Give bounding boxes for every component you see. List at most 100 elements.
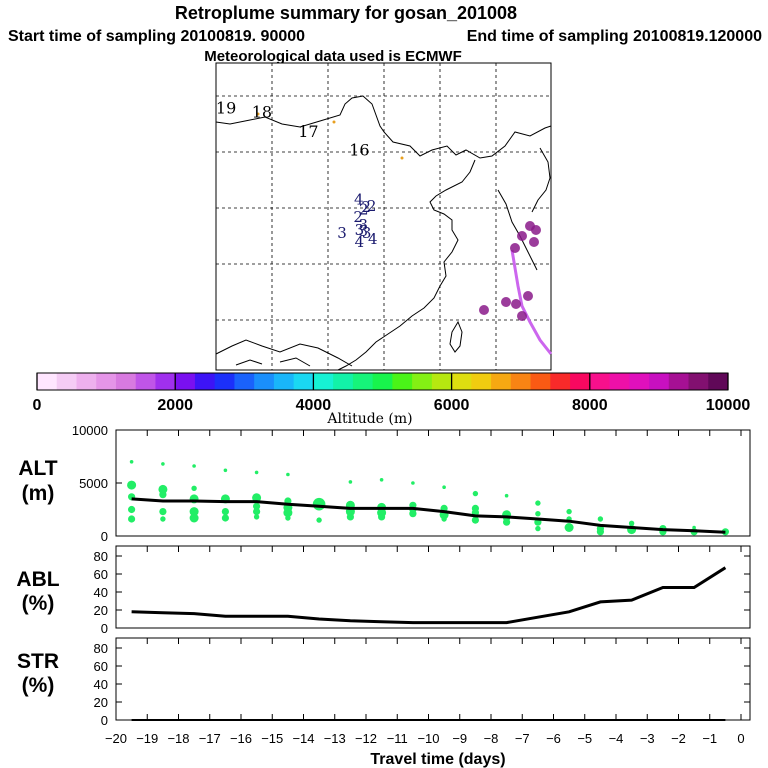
colorbar-tick-label: 8000 <box>572 397 608 414</box>
pct-tick-label: 20 <box>94 695 108 710</box>
x-axis-title: Travel time (days) <box>370 751 505 768</box>
alt-point <box>346 513 354 521</box>
alt-point <box>441 516 447 522</box>
pct-tick-label: 0 <box>101 713 108 728</box>
x-tick-label: −16 <box>230 731 252 746</box>
colorbar-segment <box>56 373 77 390</box>
trajectory-marker <box>517 231 527 241</box>
day-label: 2 <box>361 198 371 216</box>
colorbar-segment <box>471 373 492 390</box>
colorbar-tick-label: 10000 <box>706 397 751 414</box>
colorbar-segment <box>155 373 176 390</box>
colorbar-segment <box>649 373 670 390</box>
alt-point <box>253 502 261 510</box>
str-ylabel: STR <box>17 650 59 673</box>
colorbar-segment <box>214 373 235 390</box>
alt-point <box>160 516 166 522</box>
colorbar-segment <box>491 373 512 390</box>
alt-point <box>597 516 604 522</box>
pct-tick-label: 80 <box>94 549 108 564</box>
x-tick-label: −18 <box>167 731 189 746</box>
alt-point <box>254 470 259 475</box>
map-frame <box>215 62 552 371</box>
alt-point <box>596 528 605 536</box>
colorbar-segment <box>37 373 58 390</box>
alt-point <box>127 480 137 490</box>
alt-frame <box>115 429 751 537</box>
day-label: 3 <box>359 222 369 240</box>
day-label: 2 <box>367 197 377 215</box>
pct-tick-label: 0 <box>101 621 108 636</box>
colorbar-tick-label: 6000 <box>434 397 470 414</box>
alt-point <box>535 500 541 506</box>
colorbar-segment <box>570 373 591 390</box>
alt-point <box>312 497 326 511</box>
x-tick-label: −7 <box>515 731 530 746</box>
colorbar-title: Altitude (m) <box>326 411 412 427</box>
met-data-label: Meteorological data used is ECMWF <box>204 48 462 65</box>
end-time-label: End time of sampling 20100819.120000 <box>467 28 762 45</box>
x-tick-label: −15 <box>261 731 283 746</box>
colorbar-segment <box>313 373 334 390</box>
alt-point <box>253 508 261 516</box>
colorbar-segment <box>333 373 354 390</box>
colorbar-segment <box>135 373 156 390</box>
abl-frame <box>115 545 751 629</box>
day-label: 3 <box>355 221 365 239</box>
abl-axis: 80 60 40 20 0 <box>94 549 750 636</box>
colorbar-segment <box>510 373 532 390</box>
x-tick-label: −6 <box>546 731 561 746</box>
day-label: 4 <box>354 191 364 209</box>
x-tick-label: −9 <box>452 731 467 746</box>
x-tick-label: −13 <box>324 731 346 746</box>
colorbar-segment <box>273 373 295 390</box>
alt-point <box>192 464 196 468</box>
day-label: 4 <box>368 230 378 248</box>
alt-point <box>471 516 479 524</box>
alt-point <box>159 508 167 516</box>
day-label: 3 <box>337 224 347 242</box>
colorbar-segment <box>431 373 453 390</box>
x-tick-label: −17 <box>199 731 221 746</box>
alt-point <box>503 518 511 526</box>
x-tick-label: −8 <box>484 731 499 746</box>
alt-tick-label: 5000 <box>79 476 108 491</box>
alt-point <box>535 511 541 517</box>
alt-point <box>161 462 165 466</box>
trajectory-marker <box>332 120 336 124</box>
trajectory-marker <box>531 225 541 235</box>
alt-point <box>504 493 509 498</box>
colorbar-tick-label: 4000 <box>296 397 332 414</box>
figure-title: Retroplume summary for gosan_201008 <box>175 3 517 23</box>
colorbar-segment <box>372 373 393 390</box>
x-tick-label: −2 <box>671 731 686 746</box>
day-label: 2 <box>359 201 369 219</box>
map-graticule <box>216 63 551 370</box>
x-tick-label: −20 <box>105 731 127 746</box>
day-label: 17 <box>298 122 318 141</box>
str-axis: 80 60 40 20 0 <box>94 641 750 728</box>
str-yunit: (%) <box>22 674 55 697</box>
start-time-label: Start time of sampling 20100819. 90000 <box>8 28 305 45</box>
colorbar-segment <box>589 373 611 390</box>
colorbar-segment <box>234 373 255 390</box>
colorbar-segment <box>609 373 630 390</box>
alt-axis: 10000 5000 0 <box>72 423 122 544</box>
trajectory-marker <box>517 311 527 321</box>
colorbar-tick-labels: 0 2000 4000 6000 8000 10000 <box>33 373 751 414</box>
colorbar-segment <box>352 373 374 390</box>
alt-ylabel: ALT <box>18 457 57 480</box>
alt-point <box>129 460 134 464</box>
colorbar-segment <box>451 373 472 390</box>
colorbar-segment <box>254 373 275 390</box>
alt-point <box>221 508 229 516</box>
day-label: 2 <box>353 208 363 226</box>
colorbar-segment <box>76 373 97 390</box>
colorbar-segment <box>293 373 314 390</box>
x-tick-label: −4 <box>609 731 624 746</box>
x-tick-label: −10 <box>417 731 439 746</box>
abl-panel: ABL (%) 80 60 40 20 0 <box>16 545 751 636</box>
trajectory-marker <box>523 291 533 301</box>
alt-point <box>189 513 199 523</box>
